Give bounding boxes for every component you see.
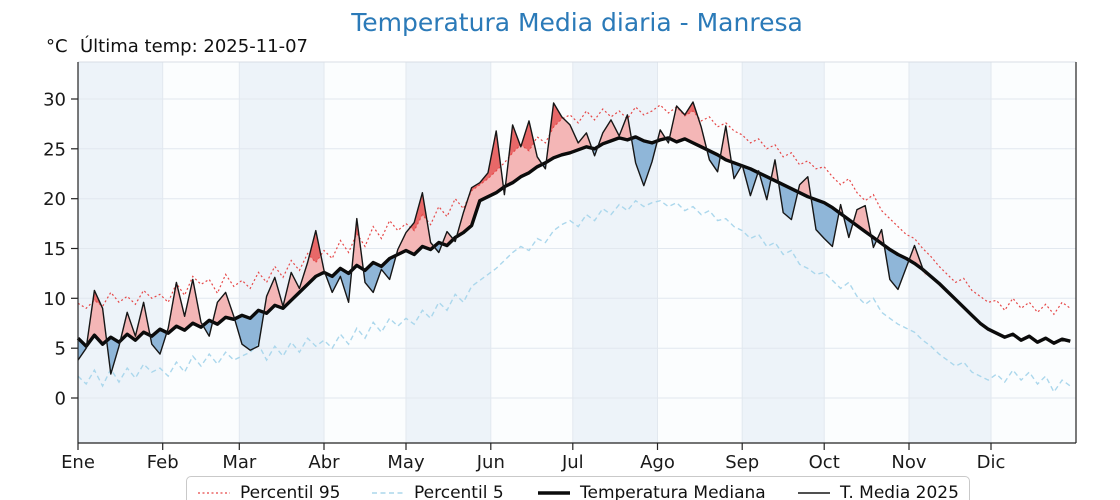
legend-label: Percentil 95	[240, 483, 341, 500]
axes	[77, 61, 1077, 444]
x-tick-label: Oct	[809, 452, 840, 473]
mediana-line	[76, 135, 1071, 348]
x-tick-label: Dic	[977, 452, 1006, 473]
x-tick-label: Ago	[640, 452, 675, 473]
x-tick-label: Nov	[891, 452, 926, 473]
y-tick-label: 0	[55, 389, 66, 410]
grid-lines	[77, 62, 1076, 443]
mediana-swatch-icon	[538, 491, 570, 495]
y-tick-label: 30	[43, 90, 66, 111]
percentil-5-swatch-icon	[372, 492, 404, 494]
month-bands	[78, 62, 1076, 443]
y-tick-label: 20	[43, 189, 66, 210]
x-tick-label: Mar	[222, 452, 257, 473]
series-lines	[76, 101, 1071, 394]
x-tick-label: Sep	[725, 452, 759, 473]
t-media-2025-swatch-icon	[798, 492, 830, 494]
fill-above-median	[86, 102, 926, 346]
legend-item-t-media-2025: T. Media 2025	[797, 481, 959, 500]
legend-label: Percentil 5	[414, 483, 504, 500]
legend-item-percentil-5: Percentil 5	[371, 481, 504, 500]
x-tick-label: Ene	[61, 452, 95, 473]
x-tick-label: Jun	[476, 452, 505, 473]
legend-item-percentil-95: Percentil 95	[197, 481, 340, 500]
x-tick-label: Feb	[147, 452, 179, 473]
tick-labels: 0 5 10 15 20 25 30 Ene Feb Mar Abr May Jun Jul Ago Sep O…	[43, 90, 1005, 474]
percentil-95-swatch-icon	[198, 492, 230, 494]
t-media-2025-line	[77, 101, 926, 375]
legend-label: T. Media 2025	[840, 483, 959, 500]
y-tick-label: 25	[43, 139, 66, 160]
x-tick-label: Abr	[308, 452, 340, 473]
last-temp-annotation: Última temp: 2025-11-07	[80, 36, 309, 57]
percentil-95-line	[77, 104, 1071, 316]
x-tick-label: May	[387, 452, 425, 473]
y-tick-label: 10	[43, 289, 66, 310]
chart-title: Temperatura Media diaria - Manresa	[351, 8, 803, 37]
chart-legend: Percentil 95 Percentil 5 Temperatura Med…	[186, 476, 970, 500]
y-tick-label: 15	[43, 239, 66, 260]
legend-label: Temperatura Mediana	[580, 483, 766, 500]
percentil-5-line	[77, 199, 1071, 394]
y-tick-label: 5	[55, 339, 66, 360]
legend-item-mediana: Temperatura Mediana	[537, 481, 766, 500]
x-tick-label: Jul	[561, 452, 584, 473]
unit-label: °C	[46, 36, 68, 57]
